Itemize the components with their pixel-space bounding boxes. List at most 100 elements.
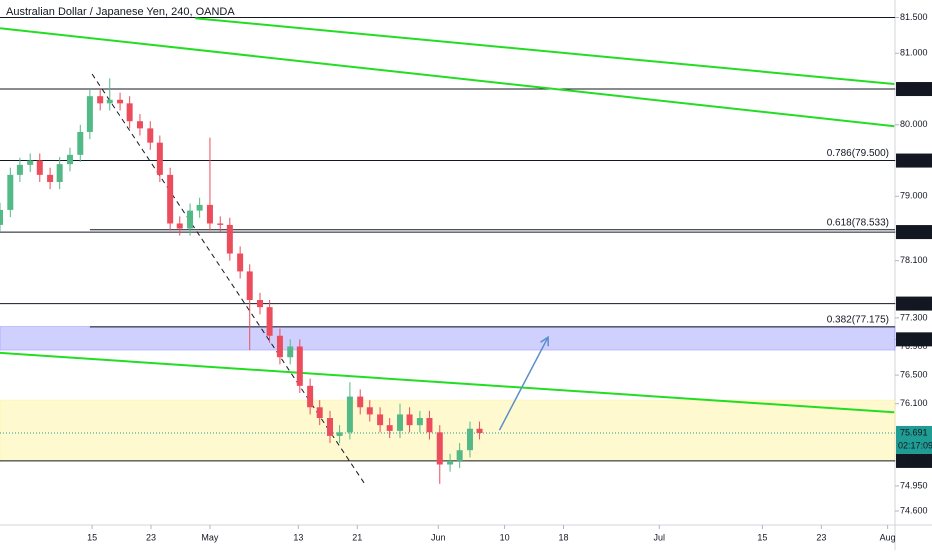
candle-body	[156, 142, 163, 175]
y-tick-label: 77.000	[900, 334, 928, 344]
x-tick-label: 18	[559, 532, 569, 542]
x-tick-label: 13	[293, 532, 303, 542]
candle-body	[56, 164, 63, 183]
y-tick-box	[896, 296, 932, 311]
candle-body	[357, 396, 364, 408]
trendline	[195, 17, 895, 86]
x-tick-label: 23	[146, 532, 156, 542]
candle-body	[136, 121, 143, 129]
x-tick-label: 10	[500, 532, 510, 542]
arrow	[498, 336, 549, 431]
y-tick-box	[896, 82, 932, 97]
candle-body	[336, 432, 343, 436]
x-tick-label: 23	[816, 532, 826, 542]
candle-body	[447, 460, 454, 465]
y-tick-box	[896, 153, 932, 168]
arrow-head	[540, 335, 549, 347]
y-tick-box	[896, 453, 932, 468]
y-tick-label: 80.000	[900, 119, 928, 129]
candle-body	[97, 96, 104, 104]
trendline	[91, 73, 367, 487]
candle-body	[206, 204, 213, 224]
last-price-label: 75.691	[900, 427, 928, 437]
candle-body	[117, 99, 124, 104]
candle-body	[217, 223, 224, 225]
y-tick-box	[896, 225, 932, 240]
trendline	[0, 351, 895, 414]
candle-body	[406, 414, 413, 426]
chart-title: Australian Dollar / Japanese Yen, 240, O…	[6, 6, 235, 18]
candle-body	[346, 396, 353, 433]
candle-body	[466, 428, 473, 451]
candle-body	[266, 307, 273, 336]
candle-body	[237, 253, 244, 272]
candle-body	[307, 385, 314, 408]
y-tick-label: 78.100	[900, 255, 928, 265]
y-tick-label: 78.500	[900, 226, 928, 236]
candle-body	[77, 131, 84, 155]
last-price-box	[896, 425, 932, 454]
candle-body	[327, 418, 334, 436]
y-tick-label: 76.900	[900, 341, 928, 351]
candle-body	[246, 271, 253, 301]
candle-body	[476, 428, 483, 434]
y-tick-label: 79.000	[900, 191, 928, 201]
fib-label: 0.618(78.533)	[827, 217, 889, 228]
candle-body	[126, 103, 133, 122]
y-tick-box	[896, 332, 932, 347]
zone	[0, 399, 896, 462]
x-tick-label: 21	[352, 532, 362, 542]
x-tick-label: Jun	[431, 532, 446, 542]
candle-body	[47, 174, 54, 183]
x-tick-label: May	[201, 532, 219, 542]
timer-label: 02:17:09	[898, 440, 932, 450]
y-tick-label: 81.000	[900, 48, 928, 58]
fib-label: 0.382(77.175)	[827, 314, 889, 325]
candle-body	[0, 209, 3, 225]
candle-body	[66, 154, 73, 165]
candle-body	[187, 210, 194, 229]
x-tick-label: 15	[87, 532, 97, 542]
y-tick-label: 74.600	[900, 505, 928, 515]
candle-body	[296, 346, 303, 386]
y-tick-label: 75.300	[900, 455, 928, 465]
candle-body	[396, 414, 403, 431]
plot: 0.786(79.500) 0.618(78.533) 0.382(77.175)	[0, 17, 896, 487]
y-tick-label: 77.500	[900, 298, 928, 308]
candle-body	[456, 450, 463, 461]
x-tick-label: 15	[757, 532, 767, 542]
y-tick-label: 81.500	[900, 12, 928, 22]
x-tick-label: Aug	[880, 532, 896, 542]
candle-body	[287, 346, 294, 358]
y-tick-label: 80.500	[900, 83, 928, 93]
candle-body	[257, 300, 264, 308]
zone	[0, 325, 896, 351]
x-tick-label: Jul	[654, 532, 666, 542]
candle-body	[366, 407, 373, 415]
candle-body	[167, 174, 174, 224]
y-tick-label: 79.500	[900, 155, 928, 165]
candle-body	[436, 432, 443, 465]
candle-body	[7, 174, 14, 210]
candle-body	[86, 96, 93, 132]
candle-body	[147, 128, 154, 143]
candle-body	[27, 160, 34, 165]
candle-body	[386, 425, 393, 431]
fib-label: 0.786(79.500)	[827, 148, 889, 159]
candle-body	[196, 204, 203, 211]
candle-body	[276, 335, 283, 358]
candle-body	[416, 418, 423, 426]
candle-body	[316, 407, 323, 419]
candle-body	[176, 223, 183, 229]
y-tick-label: 74.950	[900, 480, 928, 490]
candle-body	[16, 164, 23, 175]
candle-body	[226, 224, 233, 254]
y-tick-label: 76.500	[900, 369, 928, 379]
trendline	[0, 27, 895, 128]
candle-body	[377, 414, 384, 426]
candle-body	[106, 99, 113, 104]
y-tick-label: 76.100	[900, 398, 928, 408]
candle-body	[426, 418, 433, 433]
